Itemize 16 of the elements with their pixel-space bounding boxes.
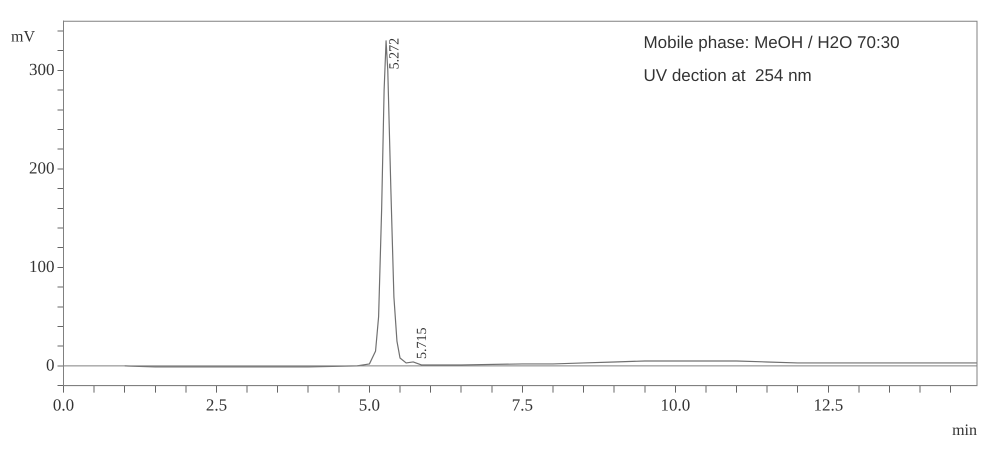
y-tick-label: 0 <box>46 355 54 374</box>
y-tick-label: 100 <box>29 256 54 276</box>
y-axis-title: mV <box>11 28 36 46</box>
annotation: UV dection at 254 nm <box>644 66 812 86</box>
x-tick-label: 12.5 <box>813 395 844 414</box>
annotation: Mobile phase: MeOH / H2O 70:30 <box>644 33 900 52</box>
x-tick-label: 0.0 <box>52 395 74 414</box>
annotation: 5.272 <box>388 38 403 70</box>
x-tick-label: 5.0 <box>358 395 380 414</box>
annotation: 5.715 <box>414 327 430 359</box>
x-tick-label: 10.0 <box>660 395 690 414</box>
x-axis-title: min <box>952 422 977 440</box>
x-tick-label: 7.5 <box>512 395 534 414</box>
y-tick-label: 300 <box>29 60 54 79</box>
y-tick-label: 200 <box>29 158 54 178</box>
x-tick-label: 2.5 <box>206 395 228 414</box>
